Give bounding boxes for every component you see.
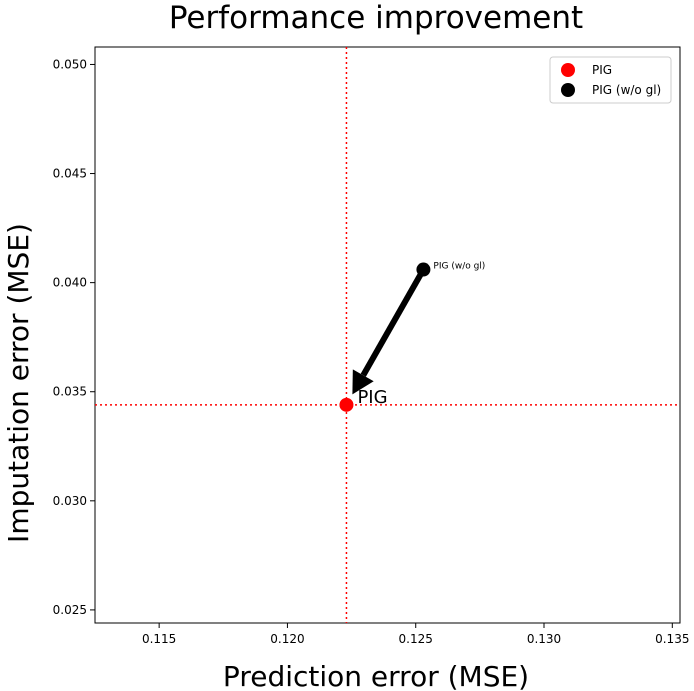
x-tick-label: 0.135 [655, 632, 689, 646]
legend-marker [561, 83, 575, 97]
points-layer [339, 262, 431, 412]
scatter-point-pig [339, 397, 354, 412]
x-tick-label: 0.125 [399, 632, 433, 646]
reference-lines [95, 47, 680, 623]
y-tick-label: 0.045 [53, 167, 87, 181]
x-tick-label: 0.120 [270, 632, 304, 646]
x-axis-ticks: 0.115 0.120 0.125 0.130 0.135 [142, 623, 689, 646]
y-tick-label: 0.025 [53, 603, 87, 617]
arrow-shaft [360, 268, 427, 377]
y-axis-ticks: 0.025 0.030 0.035 0.040 0.045 0.050 [53, 57, 95, 617]
legend-label: PIG [592, 63, 612, 77]
y-tick-label: 0.035 [53, 385, 87, 399]
y-axis-label: Imputation error (MSE) [2, 223, 35, 543]
y-tick-label: 0.040 [53, 276, 87, 290]
y-tick-label: 0.050 [53, 57, 87, 71]
scatter-point-pig-wo-gl [416, 262, 431, 277]
y-tick-label: 0.030 [53, 494, 87, 508]
point-annotation: PIG (w/o gl) [433, 262, 485, 272]
legend-frame [549, 56, 672, 104]
point-annotation: PIG [357, 387, 387, 408]
annotation-layer: PIG (w/o gl) PIG [357, 262, 485, 408]
x-tick-label: 0.130 [527, 632, 561, 646]
plot-area: PIG (w/o gl) PIG [94, 46, 681, 624]
arrow-head [352, 369, 374, 395]
arrow-layer [352, 268, 427, 395]
legend-label: PIG (w/o gl) [592, 83, 661, 97]
chart-title: Performance improvement [169, 0, 583, 36]
legend: PIG PIG (w/o gl) [549, 56, 672, 104]
legend-marker [561, 63, 575, 77]
x-tick-label: 0.115 [142, 632, 176, 646]
x-axis-label: Prediction error (MSE) [223, 660, 529, 691]
legend-items: PIG PIG (w/o gl) [561, 63, 661, 97]
